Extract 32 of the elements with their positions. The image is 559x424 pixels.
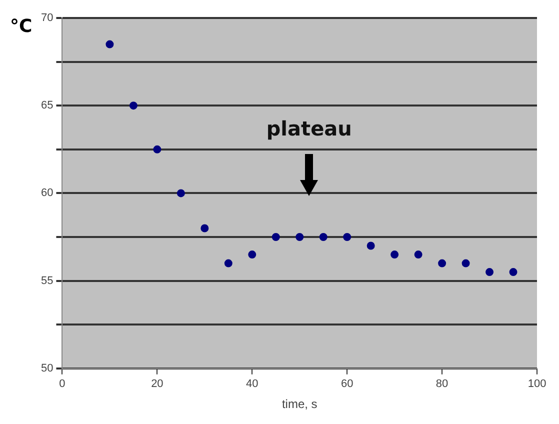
point xyxy=(153,145,162,154)
point xyxy=(224,259,232,268)
x-axis-title: time, s xyxy=(282,397,318,412)
point xyxy=(343,233,352,241)
y-tick-label: 70 xyxy=(40,12,54,24)
y-tick-label: 60 xyxy=(40,187,54,200)
x-tick-label: 60 xyxy=(340,378,354,390)
y-axis-title: °C xyxy=(10,16,32,37)
point xyxy=(509,268,518,276)
x-tick-label: 20 xyxy=(151,378,164,390)
annotation: plateau xyxy=(266,116,352,140)
point xyxy=(366,242,375,250)
point xyxy=(106,40,114,48)
point xyxy=(272,233,280,241)
point xyxy=(486,268,494,276)
point xyxy=(200,224,209,232)
x-tick-label: 100 xyxy=(528,378,546,390)
point xyxy=(462,259,470,268)
point xyxy=(390,250,399,259)
point xyxy=(248,250,256,259)
x-tick-label: 40 xyxy=(246,378,258,390)
point xyxy=(129,102,138,110)
y-tick-label: 55 xyxy=(40,274,54,287)
x-tick-label: 80 xyxy=(436,378,448,390)
x-tick-label: 0 xyxy=(59,378,66,390)
point xyxy=(319,233,328,241)
point xyxy=(296,233,304,241)
point xyxy=(176,189,185,198)
point xyxy=(438,259,446,268)
point xyxy=(414,250,422,259)
y-tick-label: 50 xyxy=(40,362,54,374)
y-tick-label: 65 xyxy=(40,100,54,112)
